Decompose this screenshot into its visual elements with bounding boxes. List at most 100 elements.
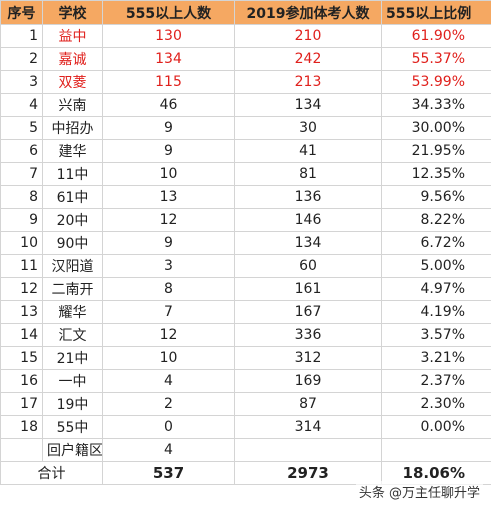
table-cell: 12.35% [381, 162, 491, 186]
table-cell: 336 [234, 323, 382, 347]
table-cell: 55中 [42, 415, 103, 439]
table-cell: 2.30% [381, 392, 491, 416]
table-cell: 4 [102, 369, 235, 393]
table-row: 15 21中 10 312 3.21% [0, 346, 491, 370]
table-cell: 汉阳道 [42, 254, 103, 278]
table-cell: 41 [234, 139, 382, 163]
table-cell: 汇文 [42, 323, 103, 347]
table-cell: 81 [234, 162, 382, 186]
table-cell: 130 [102, 24, 235, 48]
header-cell: 2019参加体考人数 [234, 0, 382, 25]
header-cell: 555以上比例 [381, 0, 491, 25]
table-cell: 55.37% [381, 47, 491, 71]
table-cell: 9 [102, 231, 235, 255]
table-cell: 16 [0, 369, 43, 393]
total-cell: 537 [102, 461, 235, 485]
total-label: 合计 [0, 461, 103, 485]
table-cell: 18 [0, 415, 43, 439]
table-cell: 13 [102, 185, 235, 209]
table-cell: 4.97% [381, 277, 491, 301]
table-row: 5 中招办 9 30 30.00% [0, 116, 491, 140]
table-row: 13 耀华 7 167 4.19% [0, 300, 491, 324]
table-cell: 5.00% [381, 254, 491, 278]
total-row: 合计 537 2973 18.06% [0, 461, 491, 485]
table-cell: 14 [0, 323, 43, 347]
table-cell: 6 [0, 139, 43, 163]
table-cell: 13 [0, 300, 43, 324]
table-cell: 46 [102, 93, 235, 117]
table-cell: 210 [234, 24, 382, 48]
table-row: 7 11中 10 81 12.35% [0, 162, 491, 186]
table-row: 2 嘉诚 134 242 55.37% [0, 47, 491, 71]
table-cell: 12 [102, 323, 235, 347]
table-cell: 建华 [42, 139, 103, 163]
table-cell: 146 [234, 208, 382, 232]
table-cell: 312 [234, 346, 382, 370]
table-cell: 8 [0, 185, 43, 209]
table-cell: 30.00% [381, 116, 491, 140]
table-cell: 213 [234, 70, 382, 94]
table-cell: 3.57% [381, 323, 491, 347]
table-cell: 30 [234, 116, 382, 140]
table-cell [0, 438, 43, 462]
header-cell: 学校 [42, 0, 103, 25]
table-cell: 11中 [42, 162, 103, 186]
table-row: 回户籍区 4 [0, 438, 491, 462]
table-cell: 嘉诚 [42, 47, 103, 71]
table-cell: 2 [0, 47, 43, 71]
table-cell: 8.22% [381, 208, 491, 232]
table-cell: 90中 [42, 231, 103, 255]
table-cell: 二南开 [42, 277, 103, 301]
table-cell: 169 [234, 369, 382, 393]
table-cell: 8 [102, 277, 235, 301]
table-cell: 61.90% [381, 24, 491, 48]
table-cell: 15 [0, 346, 43, 370]
table-cell: 1 [0, 24, 43, 48]
table-cell: 17 [0, 392, 43, 416]
table-cell: 21.95% [381, 139, 491, 163]
table-cell: 136 [234, 185, 382, 209]
table-cell: 19中 [42, 392, 103, 416]
table-cell: 21中 [42, 346, 103, 370]
table-cell: 5 [0, 116, 43, 140]
table-cell: 双菱 [42, 70, 103, 94]
table-cell: 20中 [42, 208, 103, 232]
table-row: 14 汇文 12 336 3.57% [0, 323, 491, 347]
table-cell: 一中 [42, 369, 103, 393]
table-cell: 兴南 [42, 93, 103, 117]
header-cell: 555以上人数 [102, 0, 235, 25]
header-row: 序号 学校 555以上人数 2019参加体考人数 555以上比例 [0, 0, 491, 25]
table-row: 9 20中 12 146 8.22% [0, 208, 491, 232]
table-cell: 314 [234, 415, 382, 439]
table-cell: 4 [0, 93, 43, 117]
table-cell: 9 [102, 116, 235, 140]
table-cell: 回户籍区 [42, 438, 103, 462]
table-cell [234, 438, 382, 462]
table-row: 17 19中 2 87 2.30% [0, 392, 491, 416]
table-row: 4 兴南 46 134 34.33% [0, 93, 491, 117]
table-cell: 53.99% [381, 70, 491, 94]
table-row: 11 汉阳道 3 60 5.00% [0, 254, 491, 278]
table-cell: 中招办 [42, 116, 103, 140]
table-cell: 7 [0, 162, 43, 186]
table-cell: 4.19% [381, 300, 491, 324]
table-cell: 9.56% [381, 185, 491, 209]
table-row: 12 二南开 8 161 4.97% [0, 277, 491, 301]
table-cell: 161 [234, 277, 382, 301]
table-cell: 134 [102, 47, 235, 71]
table-cell: 242 [234, 47, 382, 71]
table-cell: 2.37% [381, 369, 491, 393]
table-row: 16 一中 4 169 2.37% [0, 369, 491, 393]
table-cell: 益中 [42, 24, 103, 48]
table-cell: 9 [0, 208, 43, 232]
table-row: 3 双菱 115 213 53.99% [0, 70, 491, 94]
table-cell: 10 [102, 162, 235, 186]
table-cell: 4 [102, 438, 235, 462]
table-cell: 6.72% [381, 231, 491, 255]
table-cell: 134 [234, 93, 382, 117]
table-cell: 87 [234, 392, 382, 416]
table-cell: 10 [102, 346, 235, 370]
table-cell: 7 [102, 300, 235, 324]
table-row: 10 90中 9 134 6.72% [0, 231, 491, 255]
